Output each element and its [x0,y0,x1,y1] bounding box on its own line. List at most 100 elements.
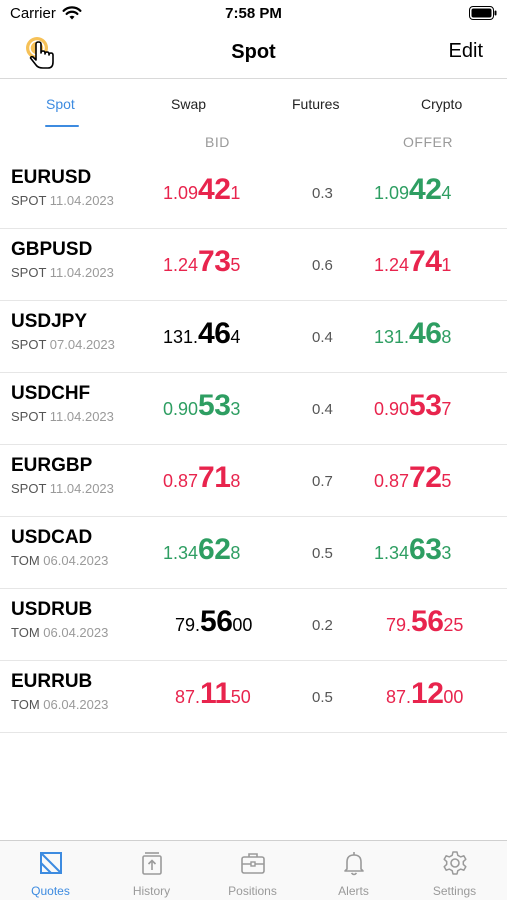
wifi-icon [62,6,82,20]
offer-price-pip: 25 [443,615,464,635]
settlement-info: SPOT 11.04.2023 [11,193,114,208]
quote-row[interactable]: USDJPY SPOT 07.04.2023 131.464 0.4 131.4… [0,301,507,373]
bid-price-prefix: 1.24 [163,255,199,275]
bell-icon [344,852,364,876]
symbol-label: GBPUSD [11,239,93,260]
offer-price[interactable]: 0.87725 [374,461,451,495]
bid-price-big-figure: 71 [198,461,231,494]
offer-price[interactable]: 0.90537 [374,389,451,423]
bid-price[interactable]: 87.1150 [175,677,251,711]
quote-row[interactable]: USDCHF SPOT 11.04.2023 0.90533 0.4 0.905… [0,373,507,445]
tab-swap[interactable]: Swap [171,96,207,112]
offer-price-pip: 8 [441,327,452,347]
column-headers: BID OFFER [0,134,507,154]
offer-price-big-figure: 56 [411,605,444,638]
bid-price-prefix: 1.09 [163,183,199,203]
spread-value: 0.4 [312,401,333,418]
tab-bar-item-settings[interactable]: Settings [404,841,505,900]
tab-crypto[interactable]: Crypto [421,96,463,112]
bid-price[interactable]: 79.5600 [175,605,252,639]
tab-bar-label: Positions [228,884,277,898]
tab-bar-label: Alerts [338,884,369,898]
bid-price-big-figure: 11 [200,677,231,710]
bid-price[interactable]: 1.09421 [163,173,240,207]
page-title: Spot [231,41,276,63]
tab-bar-item-positions[interactable]: Positions [202,841,303,900]
offer-price[interactable]: 1.34633 [374,533,451,567]
tab-futures[interactable]: Futures [292,96,340,112]
settlement-type: TOM [11,625,40,640]
settlement-info: TOM 06.04.2023 [11,697,108,712]
touch-hand-icon[interactable] [22,34,60,72]
offer-price[interactable]: 79.5625 [386,605,463,639]
offer-price[interactable]: 1.09424 [374,173,451,207]
quote-row[interactable]: USDCAD TOM 06.04.2023 1.34628 0.5 1.3463… [0,517,507,589]
symbol-label: USDCHF [11,383,91,404]
carrier-label: Carrier [10,5,56,22]
tab-spot[interactable]: Spot [46,96,75,112]
bid-price-prefix: 79. [175,615,201,635]
quotes-icon [40,852,62,874]
quotes-list: EURUSD SPOT 11.04.2023 1.09421 0.3 1.094… [0,157,507,733]
settlement-type: TOM [11,697,40,712]
settlement-info: SPOT 07.04.2023 [11,337,115,352]
bid-price-prefix: 87. [175,687,201,707]
settlement-date: 11.04.2023 [49,265,114,280]
offer-price[interactable]: 87.1200 [386,677,463,711]
quote-row[interactable]: USDRUB TOM 06.04.2023 79.5600 0.2 79.562… [0,589,507,661]
spread-value: 0.7 [312,473,333,490]
offer-price-big-figure: 63 [409,533,442,566]
bid-column-header: BID [205,134,230,150]
tab-bar-label: Settings [432,884,477,898]
tab-bar-item-alerts[interactable]: Alerts [303,841,404,900]
tab-bar-item-history[interactable]: History [101,841,202,900]
quote-row[interactable]: EURGBP SPOT 11.04.2023 0.87718 0.7 0.877… [0,445,507,517]
quote-row[interactable]: EURUSD SPOT 11.04.2023 1.09421 0.3 1.094… [0,157,507,229]
bid-price[interactable]: 0.87718 [163,461,240,495]
bid-price[interactable]: 1.24735 [163,245,240,279]
settlement-type: SPOT [11,193,47,208]
symbol-label: USDJPY [11,311,88,332]
offer-price-big-figure: 12 [411,677,444,710]
quote-row[interactable]: GBPUSD SPOT 11.04.2023 1.24735 0.6 1.247… [0,229,507,301]
bid-price[interactable]: 0.90533 [163,389,240,423]
spread-value: 0.3 [312,185,333,202]
offer-price[interactable]: 131.468 [374,317,451,351]
bid-price-prefix: 131. [163,327,199,347]
tab-bar-label: Quotes [31,884,70,898]
briefcase-icon [241,853,265,874]
spread-value: 0.5 [312,689,333,706]
offer-price[interactable]: 1.24741 [374,245,451,279]
tab-bar-item-quotes[interactable]: Quotes [0,841,101,900]
spread-value: 0.5 [312,545,333,562]
bid-price-big-figure: 46 [198,317,231,350]
bid-price-big-figure: 62 [198,533,231,566]
status-bar: Carrier 7:58 PM [0,0,507,30]
bid-price-pip: 1 [230,183,241,203]
edit-button[interactable]: Edit [448,40,483,62]
quote-row[interactable]: EURRUB TOM 06.04.2023 87.1150 0.5 87.120… [0,661,507,733]
settlement-info: SPOT 11.04.2023 [11,409,114,424]
settlement-type: SPOT [11,337,47,352]
bid-price[interactable]: 1.34628 [163,533,240,567]
symbol-label: USDRUB [11,599,93,620]
settlement-date: 06.04.2023 [43,625,109,640]
bid-price-big-figure: 53 [198,389,231,422]
offer-price-prefix: 79. [386,615,412,635]
settlement-info: TOM 06.04.2023 [11,625,108,640]
history-icon [142,852,162,875]
segment-tabs: Spot Swap Futures Crypto [0,80,507,130]
bid-price-big-figure: 56 [200,605,233,638]
bid-price-big-figure: 42 [198,173,231,206]
bid-price-pip: 4 [230,327,241,347]
offer-column-header: OFFER [403,134,453,150]
offer-price-big-figure: 72 [409,461,442,494]
bid-price[interactable]: 131.464 [163,317,240,351]
symbol-label: EURRUB [11,671,93,692]
settlement-date: 06.04.2023 [43,697,109,712]
settlement-date: 07.04.2023 [49,337,115,352]
offer-price-prefix: 0.90 [374,399,410,419]
settlement-date: 11.04.2023 [49,193,114,208]
settlement-info: SPOT 11.04.2023 [11,481,114,496]
bid-price-big-figure: 73 [198,245,231,278]
